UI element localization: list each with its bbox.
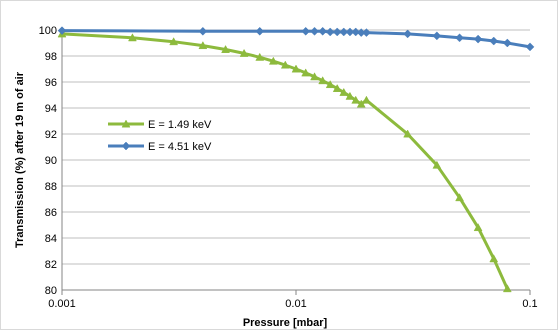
legend-marker — [121, 141, 131, 151]
x-tick-label: 0.1 — [522, 298, 537, 310]
data-point — [268, 56, 278, 65]
legend-entry: E = 1.49 keV — [108, 119, 212, 131]
y-tick-label: 94 — [45, 103, 57, 115]
x-tick-label: 0.01 — [285, 298, 306, 310]
data-point — [318, 26, 328, 36]
legend-label: E = 1.49 keV — [148, 119, 212, 131]
data-point — [239, 48, 249, 57]
y-tick-label: 100 — [39, 25, 57, 37]
legend-label: E = 4.51 keV — [148, 141, 212, 153]
series-1 — [57, 29, 512, 293]
data-point — [221, 44, 230, 53]
legend-marker — [121, 119, 131, 128]
data-point — [351, 95, 361, 104]
y-tick-label: 88 — [45, 181, 57, 193]
y-tick-label: 96 — [45, 77, 57, 89]
y-tick-label: 86 — [45, 207, 57, 219]
data-point — [455, 193, 464, 202]
legend: E = 1.49 keV E = 4.51 keV — [108, 119, 212, 153]
y-tick-label: 82 — [45, 259, 57, 271]
y-tick-label: 92 — [45, 129, 57, 141]
data-point — [432, 31, 442, 41]
axes: 80 82 84 86 88 90 92 94 96 98 100 0.001 0.01 0.1 — [39, 25, 538, 310]
data-point — [310, 26, 319, 36]
data-point — [255, 52, 265, 61]
data-point — [455, 33, 464, 43]
y-tick-label: 80 — [45, 285, 57, 297]
x-axis-title: Pressure [mbar] — [243, 317, 328, 329]
data-point — [301, 68, 311, 77]
data-point — [198, 41, 208, 50]
series-2 — [57, 26, 535, 52]
data-point — [351, 27, 361, 37]
data-point — [362, 95, 371, 104]
data-point — [255, 26, 265, 36]
data-point — [280, 60, 290, 69]
data-point — [325, 27, 335, 37]
data-point — [525, 42, 535, 52]
data-point — [345, 91, 355, 100]
data-point — [198, 26, 208, 36]
y-tick-label: 90 — [45, 155, 57, 167]
data-point — [473, 223, 483, 232]
data-point — [128, 33, 137, 42]
data-point — [362, 28, 371, 37]
data-point — [403, 129, 413, 138]
data-point — [473, 34, 483, 44]
data-point — [339, 87, 349, 96]
data-point — [345, 27, 355, 37]
data-point — [169, 37, 179, 46]
data-point — [502, 284, 512, 293]
data-point — [489, 36, 499, 46]
data-point — [57, 26, 67, 36]
data-point — [332, 83, 342, 92]
data-point — [339, 27, 349, 37]
data-series — [57, 26, 535, 293]
series-line — [61, 32, 509, 290]
data-point — [325, 80, 335, 89]
legend-entry: E = 4.51 keV — [108, 141, 212, 153]
data-point — [356, 99, 366, 108]
x-tick-label: 0.001 — [48, 298, 76, 310]
data-point — [502, 38, 512, 48]
y-axis-title: Transmission (%) after 19 m of air — [14, 71, 26, 248]
data-point — [403, 29, 412, 39]
data-point — [301, 26, 311, 36]
data-point — [332, 27, 342, 37]
data-point — [310, 72, 319, 81]
data-point — [318, 76, 328, 85]
data-point — [432, 160, 442, 169]
y-tick-label: 98 — [45, 51, 57, 63]
y-tick-label: 84 — [45, 233, 57, 245]
data-point — [489, 254, 499, 263]
data-point — [291, 64, 301, 73]
